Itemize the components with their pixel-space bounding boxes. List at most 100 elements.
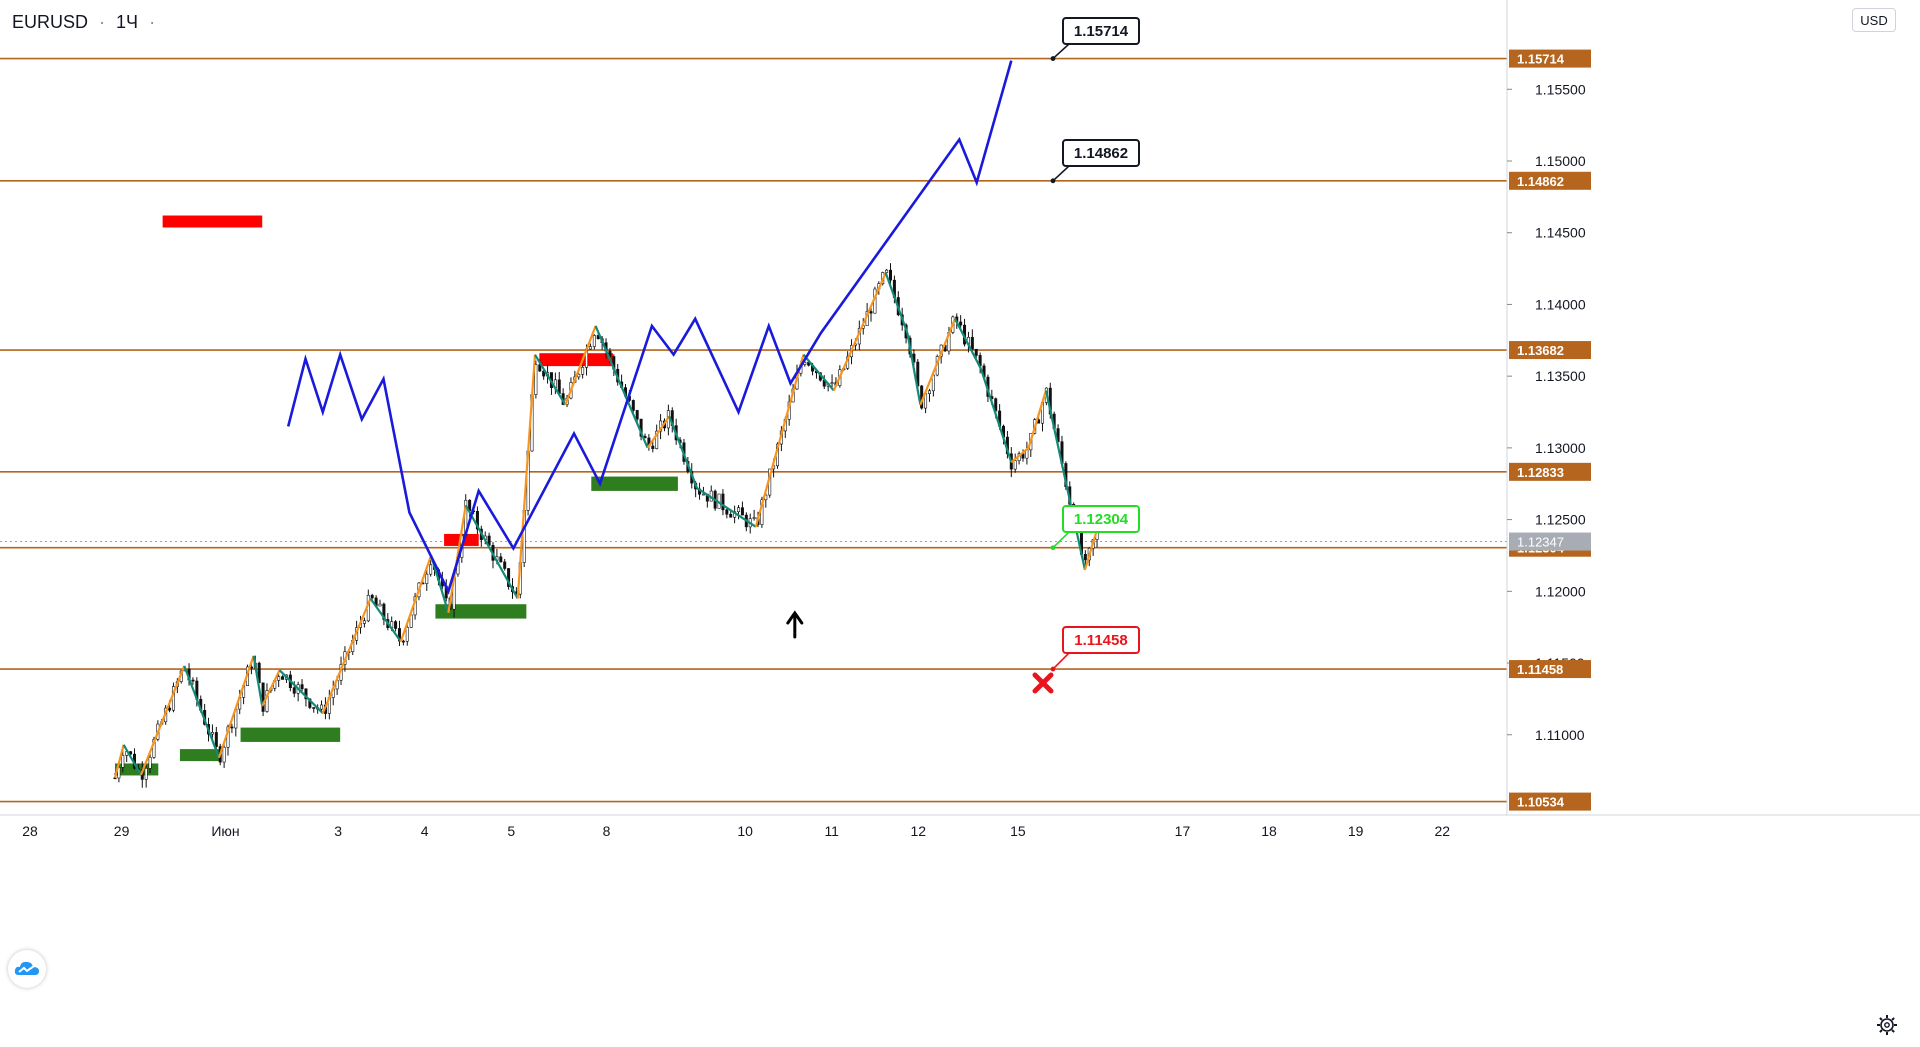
callout-text: 1.15714 (1074, 23, 1129, 40)
candle-down (292, 687, 296, 694)
candle-down (631, 400, 635, 411)
x-tick-label: 5 (507, 823, 515, 839)
gear-icon[interactable] (1876, 1014, 1898, 1036)
candle-up (148, 757, 152, 769)
candle-up (927, 390, 931, 394)
current-price-label: 1.12347 (1517, 535, 1564, 550)
candle-down (312, 707, 316, 709)
supply-zone (162, 215, 263, 228)
candle-down (959, 321, 963, 326)
zigzag-down-leg (278, 669, 324, 715)
currency-badge[interactable]: USD (1852, 8, 1896, 32)
symbol-separator: · (99, 12, 106, 32)
levels-layer (0, 57, 1507, 803)
zigzag-up-leg (919, 318, 957, 406)
callout-pointer (1052, 652, 1079, 670)
candle-down (214, 732, 218, 747)
symbol-separator-2: · (149, 12, 156, 32)
zigzag-down-leg (802, 353, 835, 392)
zigzag-down-leg (979, 368, 1013, 463)
callout-box (1062, 626, 1140, 654)
y-tick-label: 1.14000 (1535, 296, 1586, 312)
zigzag-up-leg (139, 665, 186, 776)
candle-up (210, 732, 214, 735)
arrow-up-icon (786, 610, 804, 639)
zigzag-up-leg (516, 354, 537, 599)
zigzag-down-leg (884, 272, 909, 334)
candle-up (405, 627, 409, 642)
symbol-title[interactable]: EURUSD · 1Ч · (12, 12, 161, 33)
callout-pointer (1052, 43, 1079, 60)
y-tick-label: 1.11000 (1535, 727, 1585, 743)
level-price-tag (1509, 462, 1591, 481)
candle-down (538, 364, 542, 372)
candle-down (230, 726, 234, 729)
callout-anchor (1050, 56, 1056, 61)
zigzag-up-leg (564, 325, 597, 406)
candle-down (608, 350, 612, 357)
candle-down (168, 707, 172, 711)
tradingview-cloud-icon[interactable] (8, 950, 46, 988)
zones-layer (115, 215, 678, 776)
level-price-label: 1.12833 (1517, 465, 1564, 480)
candle-up (425, 573, 429, 584)
zigzag-down-leg (183, 665, 220, 759)
candle-up (277, 676, 281, 681)
callout-text: 1.11458 (1074, 632, 1127, 649)
zigzag-up-leg (646, 415, 671, 449)
candle-down (635, 410, 639, 420)
candle-down (974, 348, 978, 356)
target-callout[interactable]: 1.15714 (1050, 17, 1140, 61)
candles-layer (113, 263, 1103, 788)
callout-anchor (1050, 178, 1056, 184)
candle-down (300, 684, 304, 690)
supply-zone (539, 353, 613, 367)
price-axis[interactable]: 1.110001.115001.120001.125001.130001.135… (1506, 0, 1920, 1042)
candle-up (429, 564, 433, 575)
zigzag-up-leg (217, 655, 255, 759)
level-price-label: 1.15714 (1517, 52, 1565, 67)
candle-up (378, 603, 382, 607)
time-axis[interactable]: 28 29 Июн 3 4 5 8 10 11 12 15 17 18 19 22 (0, 814, 1920, 839)
zigzag-up-leg (261, 669, 281, 707)
candle-up (701, 493, 705, 496)
zigzag-down-leg (369, 597, 402, 643)
target-callout[interactable]: 1.14862 (1050, 139, 1140, 184)
callout-anchor (1050, 666, 1056, 672)
level-price-label: 1.10534 (1517, 795, 1565, 810)
candle-down (503, 561, 507, 569)
candle-down (970, 337, 974, 350)
entry-callout[interactable]: 1.12304 (1050, 505, 1140, 551)
x-tick-label: 19 (1348, 823, 1364, 839)
level-price-tag (1509, 341, 1591, 360)
candle-up (885, 269, 889, 273)
level-price-label: 1.11458 (1517, 662, 1563, 677)
zigzag-down-leg (464, 504, 519, 600)
zigzag-up-leg (754, 354, 805, 528)
zigzag-up-leg (113, 744, 125, 779)
y-tick-label: 1.13000 (1535, 440, 1586, 456)
candle-down (740, 507, 744, 516)
x-tick-label: 11 (824, 823, 839, 839)
candle-down (394, 621, 398, 629)
interval-label[interactable]: 1Ч (116, 12, 139, 32)
zigzag-up-leg (832, 272, 887, 391)
level-price-tag (1509, 660, 1591, 679)
demand-zone (179, 749, 219, 762)
candle-down (191, 679, 195, 682)
candle-down (499, 556, 503, 563)
zigzag-down-leg (954, 318, 982, 370)
x-tick-label: 29 (114, 823, 130, 839)
callout-pointer (1052, 531, 1079, 549)
level-price-label: 1.13682 (1517, 343, 1564, 358)
stop-callout[interactable]: 1.11458 (1050, 626, 1140, 672)
candle-up (144, 768, 148, 780)
zigzag-up-leg (1027, 390, 1048, 449)
callout-box (1062, 505, 1140, 533)
demand-zone (435, 604, 527, 619)
zigzag-up-leg (321, 598, 372, 714)
zigzag-down-leg (668, 415, 698, 489)
candle-down (370, 594, 374, 599)
